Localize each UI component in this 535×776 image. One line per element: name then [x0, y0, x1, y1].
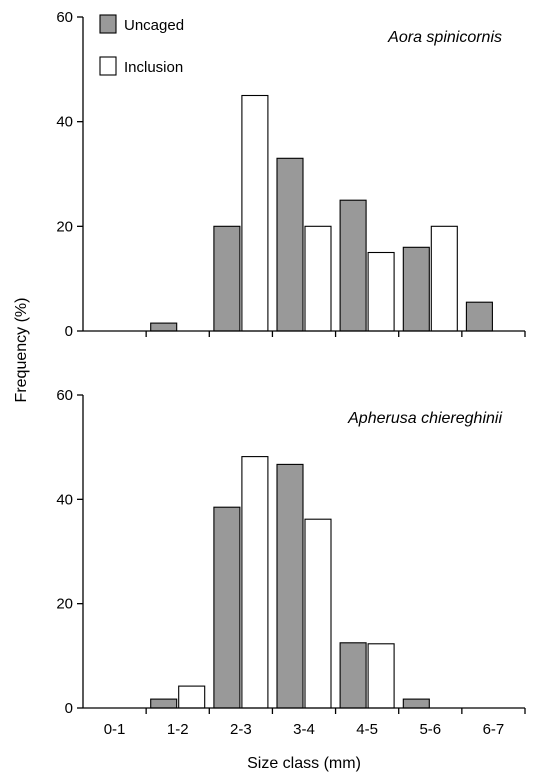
panel-bottom-y-ticks: 0 20 40 60 [56, 387, 83, 717]
bar-top-uncaged-6-7 [465, 301, 493, 332]
bar-bottom-uncaged-5-6 [402, 698, 430, 709]
bar-top-inclusion-2-3 [241, 94, 269, 332]
panel-top-title: Aora spinicornis [387, 29, 502, 46]
y-tick-label-top-60: 60 [56, 9, 73, 26]
bar-top-uncaged-4-5 [339, 199, 367, 332]
y-tick-label-top-0: 0 [65, 323, 73, 340]
bar-bottom-inclusion-2-3 [241, 456, 269, 709]
y-tick-label-bottom-40: 40 [56, 491, 73, 508]
panel-top-y-ticks: 0 20 40 60 [56, 9, 83, 340]
bar-bottom-uncaged-1-2 [150, 698, 178, 709]
bar-bottom-inclusion-4-5 [367, 643, 395, 709]
y-tick-label-bottom-0: 0 [65, 700, 73, 717]
x-tick-label-2-3: 2-3 [230, 721, 252, 738]
bar-bottom-uncaged-2-3 [213, 506, 241, 709]
legend-label-inclusion: Inclusion [124, 59, 183, 76]
x-tick-label-1-2: 1-2 [167, 721, 189, 738]
bar-top-uncaged-2-3 [213, 225, 241, 332]
bar-bottom-inclusion-1-2 [178, 685, 206, 709]
y-tick-label-bottom-20: 20 [56, 596, 73, 613]
legend-swatch-inclusion [99, 56, 117, 76]
bar-top-inclusion-5-6 [430, 225, 458, 332]
y-tick-label-top-40: 40 [56, 114, 73, 131]
bar-bottom-uncaged-3-4 [276, 463, 304, 709]
bar-bottom-inclusion-3-4 [304, 518, 332, 709]
y-tick-label-top-20: 20 [56, 218, 73, 235]
legend-swatch-uncaged [99, 14, 117, 34]
x-tick-label-5-6: 5-6 [419, 721, 441, 738]
legend-label-uncaged: Uncaged [124, 17, 184, 34]
legend: Uncaged Inclusion [99, 14, 184, 76]
panel-top: 0 20 40 60 Aora spinicornis [56, 9, 526, 340]
bar-top-uncaged-3-4 [276, 157, 304, 332]
y-axis-title: Frequency (%) [13, 298, 30, 403]
bar-top-uncaged-5-6 [402, 246, 430, 332]
panel-top-bars [150, 94, 493, 332]
panel-bottom-bars [150, 456, 430, 709]
panel-bottom-title: Apherusa chiereghinii [347, 410, 502, 427]
bar-top-inclusion-4-5 [367, 251, 395, 332]
x-tick-label-6-7: 6-7 [483, 721, 505, 738]
y-tick-label-bottom-60: 60 [56, 387, 73, 404]
panel-top-x-ticks [145, 331, 526, 337]
bar-top-uncaged-1-2 [150, 322, 178, 332]
x-tick-label-3-4: 3-4 [293, 721, 315, 738]
bar-bottom-uncaged-4-5 [339, 642, 367, 709]
panel-bottom-x-ticks: 0-1 1-2 2-3 3-4 4-5 5-6 6-7 [104, 708, 526, 738]
bar-top-inclusion-3-4 [304, 225, 332, 332]
x-tick-label-4-5: 4-5 [356, 721, 378, 738]
panel-bottom: 0 20 40 60 0-1 1-2 2-3 3-4 4-5 5-6 6-7 Apherusa c… [56, 387, 526, 738]
x-axis-title: Size class (mm) [247, 755, 361, 772]
x-tick-label-0-1: 0-1 [104, 721, 126, 738]
